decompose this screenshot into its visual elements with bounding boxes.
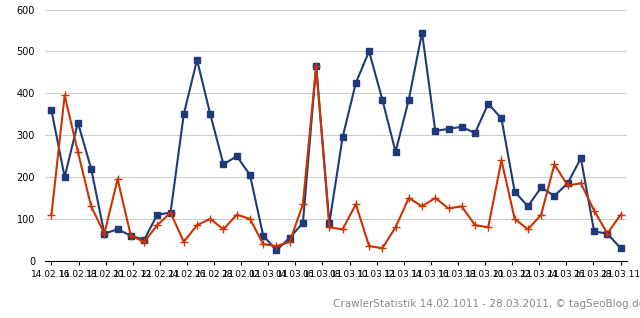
Googlebot-Image1.0 [617,246,625,250]
Text: CrawlerStatistik 14.02.1011 - 28.03.2011, © tagSeoBlog.de: CrawlerStatistik 14.02.1011 - 28.03.2011… [333,299,640,309]
Googlebot2.1 [180,240,188,244]
Line: Googlebot-Image1.0: Googlebot-Image1.0 [49,30,623,253]
Line: Googlebot2.1: Googlebot2.1 [47,62,625,252]
Googlebot2.1 [312,64,320,68]
Googlebot2.1 [140,240,148,244]
Googlebot2.1 [378,246,386,250]
Googlebot-Image1.0 [392,150,399,154]
Googlebot-Image1.0 [339,135,346,139]
Googlebot2.1 [590,209,598,212]
Googlebot2.1 [339,227,346,231]
Googlebot-Image1.0 [74,121,82,125]
Googlebot-Image1.0 [87,167,95,170]
Googlebot2.1 [418,204,426,208]
Googlebot-Image1.0 [365,50,373,53]
Googlebot-Image1.0 [193,58,201,62]
Googlebot2.1 [154,223,161,227]
Googlebot2.1 [286,240,294,244]
Googlebot2.1 [511,217,518,221]
Googlebot2.1 [498,158,506,162]
Googlebot2.1 [617,213,625,217]
Googlebot2.1 [273,244,280,248]
Googlebot2.1 [524,227,532,231]
Googlebot-Image1.0 [326,221,333,225]
Googlebot-Image1.0 [498,116,506,120]
Googlebot2.1 [207,217,214,221]
Googlebot-Image1.0 [299,221,307,225]
Googlebot-Image1.0 [550,194,558,198]
Googlebot2.1 [233,213,241,217]
Googlebot-Image1.0 [352,81,360,85]
Googlebot2.1 [259,242,267,246]
Googlebot2.1 [365,244,373,248]
Googlebot2.1 [392,225,399,229]
Googlebot-Image1.0 [577,156,585,160]
Googlebot-Image1.0 [378,98,386,101]
Googlebot-Image1.0 [471,131,479,135]
Googlebot2.1 [471,223,479,227]
Googlebot2.1 [299,202,307,206]
Googlebot2.1 [246,217,254,221]
Googlebot-Image1.0 [220,162,227,166]
Googlebot-Image1.0 [458,125,465,129]
Googlebot-Image1.0 [180,112,188,116]
Googlebot-Image1.0 [312,64,320,68]
Googlebot2.1 [193,223,201,227]
Googlebot-Image1.0 [524,204,532,208]
Googlebot-Image1.0 [445,127,452,131]
Googlebot-Image1.0 [100,232,108,235]
Googlebot-Image1.0 [511,190,518,194]
Googlebot2.1 [166,211,174,215]
Googlebot2.1 [74,150,82,154]
Googlebot2.1 [127,234,134,238]
Googlebot-Image1.0 [538,186,545,190]
Googlebot2.1 [550,162,558,166]
Googlebot2.1 [352,202,360,206]
Googlebot2.1 [604,232,611,235]
Googlebot-Image1.0 [61,175,68,179]
Googlebot-Image1.0 [140,238,148,242]
Googlebot2.1 [564,183,572,187]
Googlebot-Image1.0 [233,154,241,158]
Googlebot-Image1.0 [127,234,134,238]
Googlebot-Image1.0 [154,213,161,217]
Googlebot2.1 [458,204,465,208]
Googlebot-Image1.0 [484,102,492,106]
Googlebot2.1 [61,93,68,97]
Googlebot-Image1.0 [246,173,254,177]
Googlebot-Image1.0 [166,211,174,215]
Googlebot-Image1.0 [564,181,572,185]
Googlebot-Image1.0 [207,112,214,116]
Googlebot2.1 [87,204,95,208]
Googlebot2.1 [220,227,227,231]
Googlebot-Image1.0 [590,230,598,233]
Googlebot2.1 [326,225,333,229]
Googlebot-Image1.0 [418,31,426,34]
Googlebot-Image1.0 [431,129,439,133]
Googlebot2.1 [100,232,108,235]
Googlebot-Image1.0 [47,108,55,112]
Googlebot2.1 [538,213,545,217]
Googlebot-Image1.0 [604,232,611,235]
Googlebot-Image1.0 [114,227,122,231]
Googlebot2.1 [47,213,55,217]
Googlebot2.1 [484,225,492,229]
Googlebot2.1 [114,177,122,181]
Googlebot-Image1.0 [259,234,267,238]
Googlebot2.1 [577,181,585,185]
Googlebot-Image1.0 [286,236,294,240]
Googlebot-Image1.0 [405,98,413,101]
Googlebot2.1 [431,196,439,200]
Googlebot-Image1.0 [273,248,280,252]
Googlebot2.1 [445,206,452,210]
Googlebot2.1 [405,196,413,200]
